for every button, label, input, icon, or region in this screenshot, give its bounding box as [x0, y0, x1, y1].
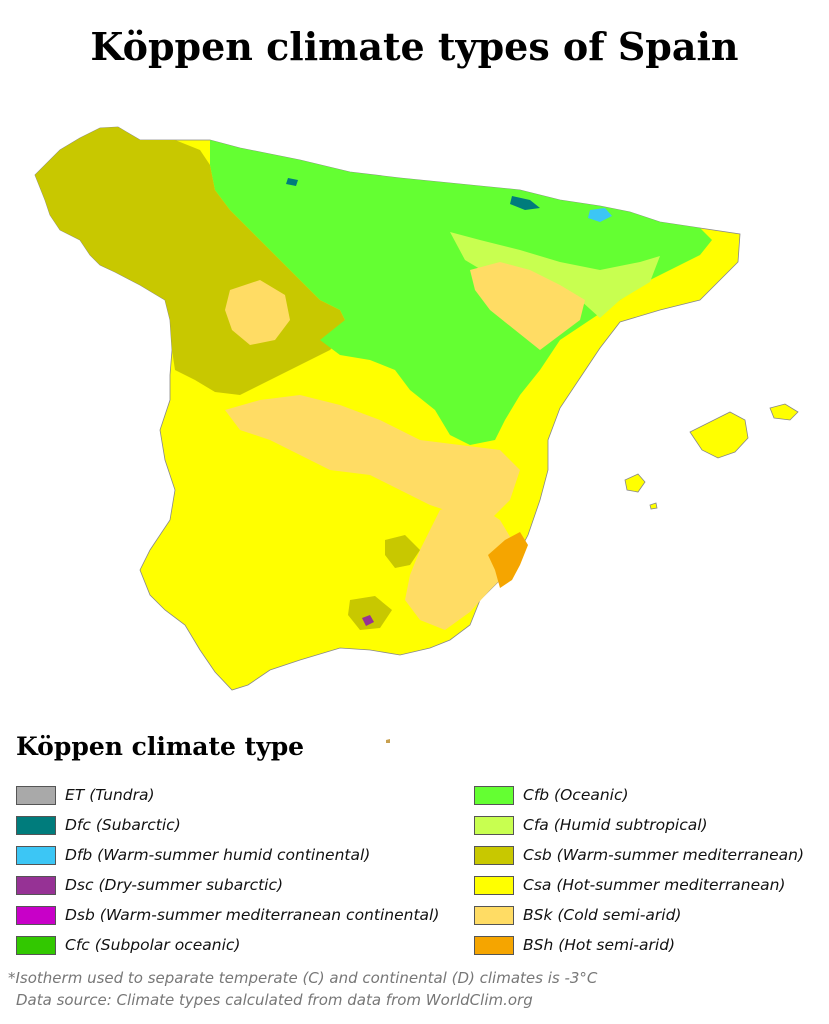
region-dfb-pyrenees — [588, 208, 612, 222]
region-dsc-sierra — [362, 615, 374, 626]
legend-item-dsb: Dsb (Warm-summer mediterranean continent… — [16, 900, 439, 930]
region-bsk-southeast — [405, 500, 515, 630]
region-bsh — [488, 532, 528, 588]
island-formentera — [649, 502, 658, 510]
region-bsk-central — [225, 395, 520, 520]
legend-item-dfb: Dfb (Warm-summer humid continental) — [16, 840, 439, 870]
legend-swatch — [16, 935, 56, 955]
legend-item-et: ET (Tundra) — [16, 780, 439, 810]
region-bsk-ebro — [470, 262, 585, 350]
legend-item-bsk: BSk (Cold semi-arid) — [474, 900, 804, 930]
legend-item-dsc: Dsc (Dry-summer subarctic) — [16, 870, 439, 900]
legend-label: Dfc (Subarctic) — [65, 816, 181, 834]
island-menorca — [769, 403, 799, 421]
legend-label: BSk (Cold semi-arid) — [523, 906, 682, 924]
legend-swatch — [474, 875, 514, 895]
legend-label: BSh (Hot semi-arid) — [523, 936, 676, 954]
legend-swatch — [16, 875, 56, 895]
legend-swatch — [16, 785, 56, 805]
island-mallorca — [689, 411, 749, 459]
legend-label: Cfa (Humid subtropical) — [523, 816, 708, 834]
climate-map — [34, 126, 799, 743]
footnote-data-source: Data source: Climate types calculated fr… — [16, 991, 533, 1009]
legend-label: Cfb (Oceanic) — [523, 786, 629, 804]
region-cfa-ebro — [450, 232, 660, 318]
legend-label: Csb (Warm-summer mediterranean) — [523, 846, 805, 864]
legend-right-column: Cfb (Oceanic) Cfa (Humid subtropical) Cs… — [474, 780, 804, 960]
region-csb-south — [348, 535, 420, 630]
legend-item-bsh: BSh (Hot semi-arid) — [474, 930, 804, 960]
legend-item-dfc: Dfc (Subarctic) — [16, 810, 439, 840]
legend-label: Cfc (Subpolar oceanic) — [65, 936, 241, 954]
legend-label: ET (Tundra) — [65, 786, 155, 804]
legend-title: Köppen climate type — [16, 732, 305, 761]
legend-left-column: ET (Tundra) Dfc (Subarctic) Dfb (Warm-su… — [16, 780, 439, 960]
legend-swatch — [474, 905, 514, 925]
legend-label: Dsc (Dry-summer subarctic) — [65, 876, 284, 894]
legend-swatch — [474, 845, 514, 865]
legend-swatch — [16, 815, 56, 835]
legend-swatch — [474, 815, 514, 835]
region-cfb-north — [210, 140, 712, 445]
legend-item-cfb: Cfb (Oceanic) — [474, 780, 804, 810]
legend-label: Dfb (Warm-summer humid continental) — [65, 846, 371, 864]
legend-item-csb: Csb (Warm-summer mediterranean) — [474, 840, 804, 870]
map-title: Köppen climate types of Spain — [90, 24, 739, 69]
legend-label: Csa (Hot-summer mediterranean) — [523, 876, 786, 894]
legend-swatch — [474, 935, 514, 955]
legend-item-cfc: Cfc (Subpolar oceanic) — [16, 930, 439, 960]
legend-swatch — [16, 845, 56, 865]
footnote: *Isotherm used to separate temperate (C)… — [8, 967, 597, 1011]
islet-alboran — [386, 739, 390, 743]
legend-item-csa: Csa (Hot-summer mediterranean) — [474, 870, 804, 900]
island-ibiza — [624, 473, 646, 493]
legend-item-cfa: Cfa (Humid subtropical) — [474, 810, 804, 840]
legend-swatch — [474, 785, 514, 805]
region-bsk-plateau — [225, 280, 290, 345]
legend-label: Dsb (Warm-summer mediterranean continent… — [65, 906, 440, 924]
legend-swatch — [16, 905, 56, 925]
footnote-isotherm: *Isotherm used to separate temperate (C)… — [8, 969, 598, 987]
